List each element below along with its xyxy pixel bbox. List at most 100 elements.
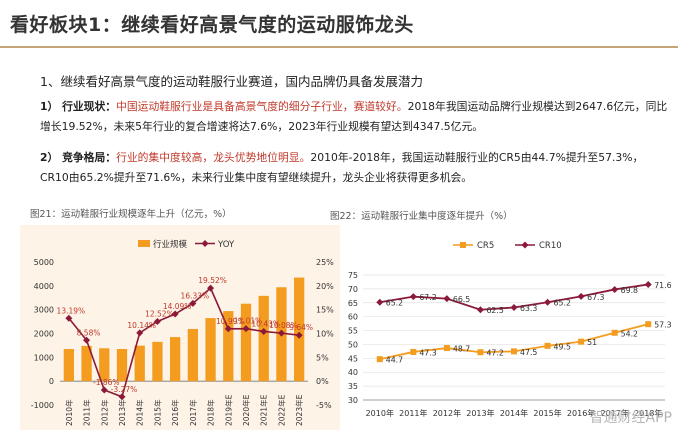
y-left-tick-label: 5000 bbox=[34, 258, 54, 267]
legend-bar-swatch bbox=[138, 240, 150, 247]
legend-line-label: YOY bbox=[217, 240, 235, 250]
bar-industry-scale bbox=[99, 348, 110, 382]
y-right-tick-label: 0% bbox=[316, 377, 329, 386]
section-subtitle: 1、继续看好高景气度的运动鞋服行业赛道，国内品牌仍具备发展潜力 bbox=[40, 74, 423, 89]
point-cr10 bbox=[476, 306, 484, 314]
watermark: 智通财经APP bbox=[589, 410, 672, 426]
point-cr10 bbox=[644, 280, 652, 288]
data-label-cr5: 47.3 bbox=[419, 348, 436, 357]
data-label-cr10: 63.3 bbox=[520, 304, 537, 313]
x-tick-label: 2014年 bbox=[500, 408, 528, 418]
point-cr10 bbox=[510, 304, 518, 311]
data-label-cr10: 65.2 bbox=[386, 299, 403, 308]
data-label-yoy: 10.08% bbox=[269, 321, 298, 330]
page-title: 看好板块1：继续看好高景气度的运动服饰龙头 bbox=[10, 14, 414, 36]
point-yoy bbox=[65, 314, 73, 322]
y-tick-label: 55 bbox=[348, 327, 358, 336]
data-label-yoy: 14.09% bbox=[163, 302, 192, 311]
data-label-yoy: 10.99% bbox=[216, 317, 245, 326]
data-label-cr5: 49.5 bbox=[554, 342, 571, 351]
data-label-cr10: 67.2 bbox=[419, 293, 436, 302]
x-tick-label: 2012年 bbox=[99, 399, 109, 426]
y-tick-label: 60 bbox=[348, 313, 358, 322]
point-cr5 bbox=[645, 321, 652, 328]
y-tick-label: 70 bbox=[348, 285, 358, 294]
title-divider bbox=[0, 46, 678, 48]
y-tick-label: 65 bbox=[348, 299, 358, 308]
x-tick-label: 2023年E bbox=[294, 394, 304, 426]
point-yoy bbox=[171, 310, 179, 318]
x-tick-label: 2011年 bbox=[82, 399, 92, 426]
point-cr5 bbox=[376, 356, 383, 363]
y-right-tick-label: -5% bbox=[316, 401, 332, 410]
data-label-yoy: 8.58% bbox=[77, 328, 101, 337]
bar-industry-scale bbox=[294, 277, 305, 382]
x-tick-label: 2013年 bbox=[466, 408, 494, 418]
point-cr5 bbox=[443, 345, 450, 352]
y-left-tick-label: 4000 bbox=[34, 282, 54, 291]
data-label-cr5: 47.2 bbox=[486, 349, 503, 358]
data-label-yoy: 16.33% bbox=[181, 291, 210, 300]
legend-cr5-marker bbox=[460, 242, 466, 248]
p1-highlight: 中国运动鞋服行业是具备高景气度的细分子行业，赛道较好。 bbox=[116, 100, 408, 113]
paragraph-competition: 2） 竞争格局：行业的集中度较高，龙头优势地位明显。2010年-2018年，我国… bbox=[40, 148, 670, 188]
y-tick-label: 45 bbox=[348, 354, 358, 363]
p2-text: 2010年-2018年，我国运动鞋服行业的CR5由44.7%提升至57.3%，C… bbox=[40, 151, 644, 184]
x-tick-label: 2015年 bbox=[152, 399, 162, 426]
x-tick-label: 2014年 bbox=[135, 399, 145, 426]
y-left-tick-label: -1000 bbox=[31, 401, 54, 410]
bar-industry-scale bbox=[63, 348, 74, 382]
data-label-cr5: 47.5 bbox=[520, 348, 537, 357]
data-label-yoy: 13.19% bbox=[57, 306, 86, 315]
y-tick-label: 75 bbox=[348, 271, 358, 280]
point-yoy bbox=[189, 299, 197, 307]
paragraph-industry-status: 1） 行业现状：中国运动鞋服行业是具备高景气度的细分子行业，赛道较好。2018年… bbox=[40, 97, 670, 137]
point-cr5 bbox=[477, 349, 484, 356]
x-tick-label: 2010年 bbox=[64, 399, 74, 426]
point-cr10 bbox=[577, 292, 585, 300]
point-yoy bbox=[277, 329, 285, 337]
data-label-yoy: -3.27% bbox=[111, 385, 138, 394]
y-left-tick-label: 0 bbox=[49, 377, 54, 386]
x-tick-label: 2011年 bbox=[399, 408, 427, 418]
point-yoy bbox=[207, 284, 215, 292]
y-right-tick-label: 5% bbox=[316, 353, 329, 362]
point-yoy bbox=[118, 393, 126, 401]
chart22-title: 图22：运动鞋服行业集中度逐年提升（%） bbox=[330, 211, 513, 222]
x-tick-label: 2015年 bbox=[533, 408, 561, 418]
point-cr10 bbox=[443, 295, 451, 303]
x-tick-label: 2017年 bbox=[600, 408, 628, 418]
bar-industry-scale bbox=[205, 318, 216, 382]
chart21-industry-scale: 行业规模 YOY -1000 0 1000 2000 3000 4000 5000 -5% 0% 5%… bbox=[20, 225, 340, 430]
x-tick-label: 2018年 bbox=[634, 408, 662, 418]
data-label-yoy: -1.86% bbox=[93, 378, 120, 387]
point-cr10 bbox=[544, 298, 552, 306]
data-label-yoy: 11.01% bbox=[234, 317, 263, 326]
y-right-tick-label: 10% bbox=[316, 330, 334, 339]
bar-industry-scale bbox=[81, 345, 92, 382]
y-right-tick-label: 15% bbox=[316, 306, 334, 315]
point-cr5 bbox=[511, 348, 517, 355]
x-tick-label: 2016年 bbox=[567, 408, 595, 418]
point-yoy bbox=[242, 325, 250, 333]
p2-highlight: 行业的集中度较高，龙头优势地位明显。 bbox=[116, 151, 311, 164]
y-tick-label: 35 bbox=[348, 382, 358, 391]
y-right-tick-label: 20% bbox=[316, 282, 334, 291]
legend-cr10-marker bbox=[521, 241, 529, 249]
point-cr5 bbox=[611, 329, 618, 336]
point-cr5 bbox=[410, 348, 417, 355]
point-yoy bbox=[83, 336, 91, 344]
y-tick-label: 30 bbox=[348, 396, 358, 405]
x-tick-label: 2022年E bbox=[276, 394, 286, 426]
legend-cr5-label: CR5 bbox=[477, 241, 494, 251]
x-tick-label: 2017年 bbox=[188, 399, 198, 426]
bar-industry-scale bbox=[223, 311, 234, 382]
p1-label: 1） 行业现状： bbox=[40, 100, 117, 113]
point-yoy bbox=[100, 386, 108, 394]
x-tick-label: 2013年 bbox=[117, 399, 127, 426]
data-label-cr10: 66.5 bbox=[453, 295, 470, 304]
point-yoy bbox=[153, 317, 161, 325]
data-label-yoy: 10.14% bbox=[127, 321, 156, 330]
point-yoy bbox=[295, 331, 303, 339]
chart21-background bbox=[20, 225, 340, 430]
